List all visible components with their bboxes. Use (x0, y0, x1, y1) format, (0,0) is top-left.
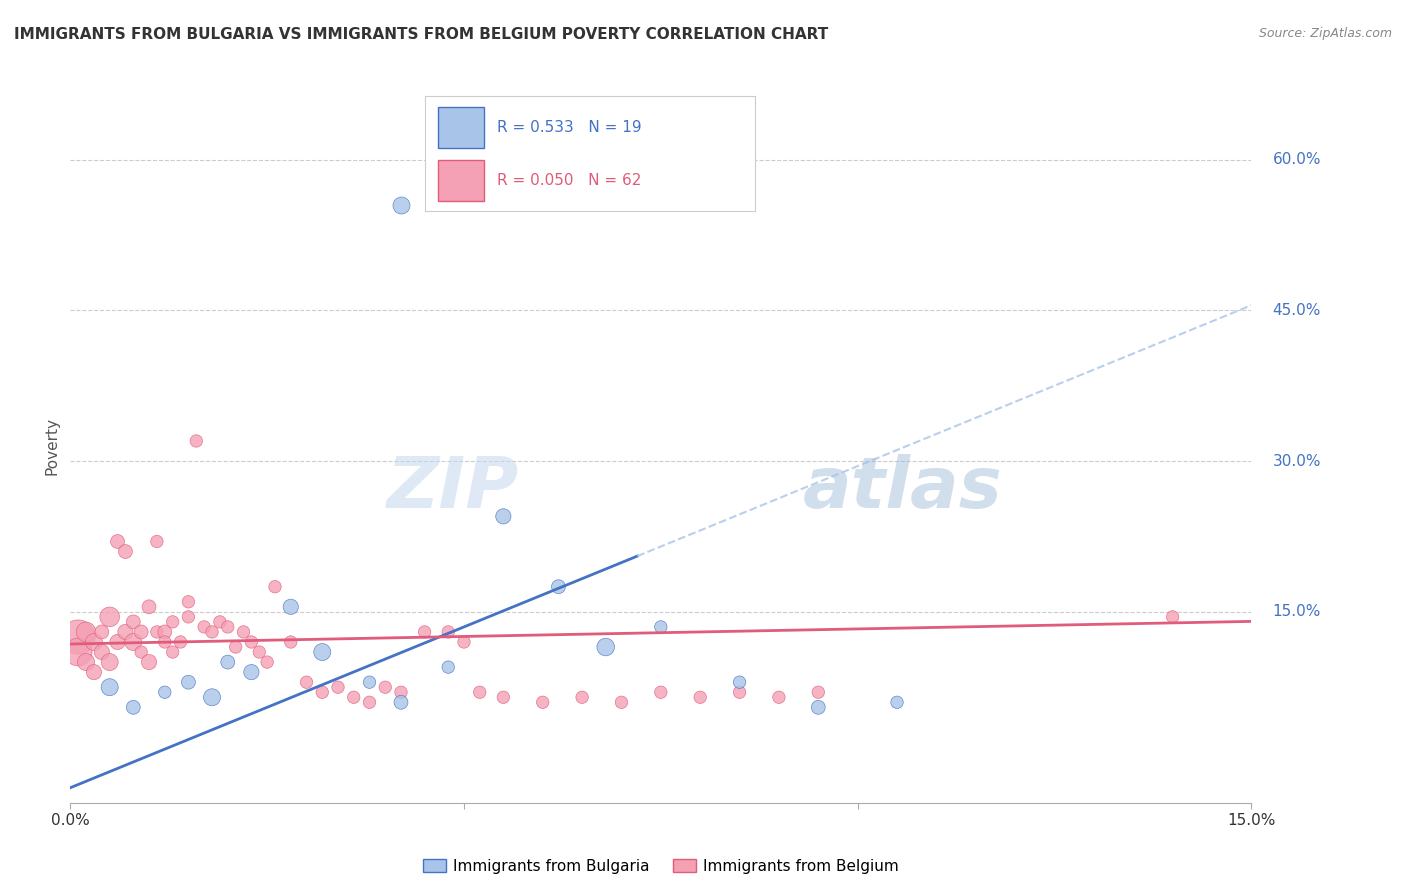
Point (67, 645, 90, 659)
Point (389, 198, 412, 212)
Point (389, 685, 412, 699)
Point (129, 645, 152, 659)
Point (98, 680, 121, 694)
Point (177, 610, 200, 624)
Point (240, 665, 263, 680)
Point (107, 534, 129, 549)
Point (807, 700, 830, 714)
Point (217, 655, 239, 669)
Point (413, 624, 436, 639)
Point (177, 595, 200, 609)
Text: 45.0%: 45.0% (1272, 302, 1320, 318)
Point (138, 599, 160, 614)
Point (193, 620, 215, 634)
Point (610, 695, 633, 709)
Point (886, 695, 908, 709)
Point (217, 620, 239, 634)
Point (343, 690, 366, 705)
Point (146, 534, 169, 549)
Point (768, 690, 790, 705)
Point (468, 685, 491, 699)
Text: Source: ZipAtlas.com: Source: ZipAtlas.com (1258, 27, 1392, 40)
Point (75, 624, 97, 639)
Point (247, 645, 270, 659)
Point (359, 695, 381, 709)
Point (650, 620, 672, 634)
Point (437, 624, 460, 639)
Point (129, 624, 152, 639)
Point (728, 685, 751, 699)
Point (114, 544, 136, 558)
Text: 60.0%: 60.0% (1272, 152, 1320, 167)
Text: atlas: atlas (803, 454, 1002, 524)
Text: 15.0%: 15.0% (1272, 605, 1320, 619)
Point (186, 434, 208, 448)
Point (689, 690, 711, 705)
Point (162, 645, 184, 659)
Point (83, 635, 105, 649)
Legend: Immigrants from Bulgaria, Immigrants from Belgium: Immigrants from Bulgaria, Immigrants fro… (416, 853, 905, 880)
Point (311, 685, 333, 699)
Point (177, 675, 200, 690)
Point (280, 635, 302, 649)
Point (728, 675, 751, 690)
Point (264, 580, 287, 594)
Point (201, 690, 224, 705)
Point (83, 665, 105, 680)
Point (153, 624, 176, 639)
Point (232, 624, 254, 639)
Point (807, 685, 830, 699)
Point (240, 635, 263, 649)
Point (146, 624, 169, 639)
Point (359, 675, 381, 690)
Point (162, 615, 184, 629)
Point (98, 610, 121, 624)
Point (280, 599, 302, 614)
Point (374, 680, 396, 694)
Point (547, 580, 569, 594)
Point (208, 615, 231, 629)
Point (492, 509, 515, 524)
Point (1161, 610, 1184, 624)
Y-axis label: Poverty: Poverty (44, 417, 59, 475)
Point (389, 695, 412, 709)
Point (595, 640, 617, 654)
Point (98, 655, 121, 669)
Point (107, 635, 129, 649)
Text: IMMIGRANTS FROM BULGARIA VS IMMIGRANTS FROM BELGIUM POVERTY CORRELATION CHART: IMMIGRANTS FROM BULGARIA VS IMMIGRANTS F… (14, 27, 828, 42)
Point (326, 680, 349, 694)
Text: ZIP: ZIP (387, 454, 519, 524)
Point (122, 615, 145, 629)
Point (122, 700, 145, 714)
Point (122, 635, 145, 649)
Point (138, 655, 160, 669)
Point (153, 685, 176, 699)
Point (256, 655, 278, 669)
Point (169, 635, 191, 649)
Point (571, 690, 593, 705)
Point (437, 660, 460, 674)
Point (650, 685, 672, 699)
Point (75, 655, 97, 669)
Point (153, 635, 176, 649)
Point (311, 645, 333, 659)
Point (201, 624, 224, 639)
Point (492, 690, 515, 705)
Point (531, 695, 554, 709)
Text: 30.0%: 30.0% (1272, 453, 1320, 468)
Point (225, 640, 247, 654)
Point (90, 645, 112, 659)
Point (90, 624, 112, 639)
Point (114, 624, 136, 639)
Point (295, 675, 318, 690)
Point (67, 630, 90, 644)
Point (453, 635, 475, 649)
